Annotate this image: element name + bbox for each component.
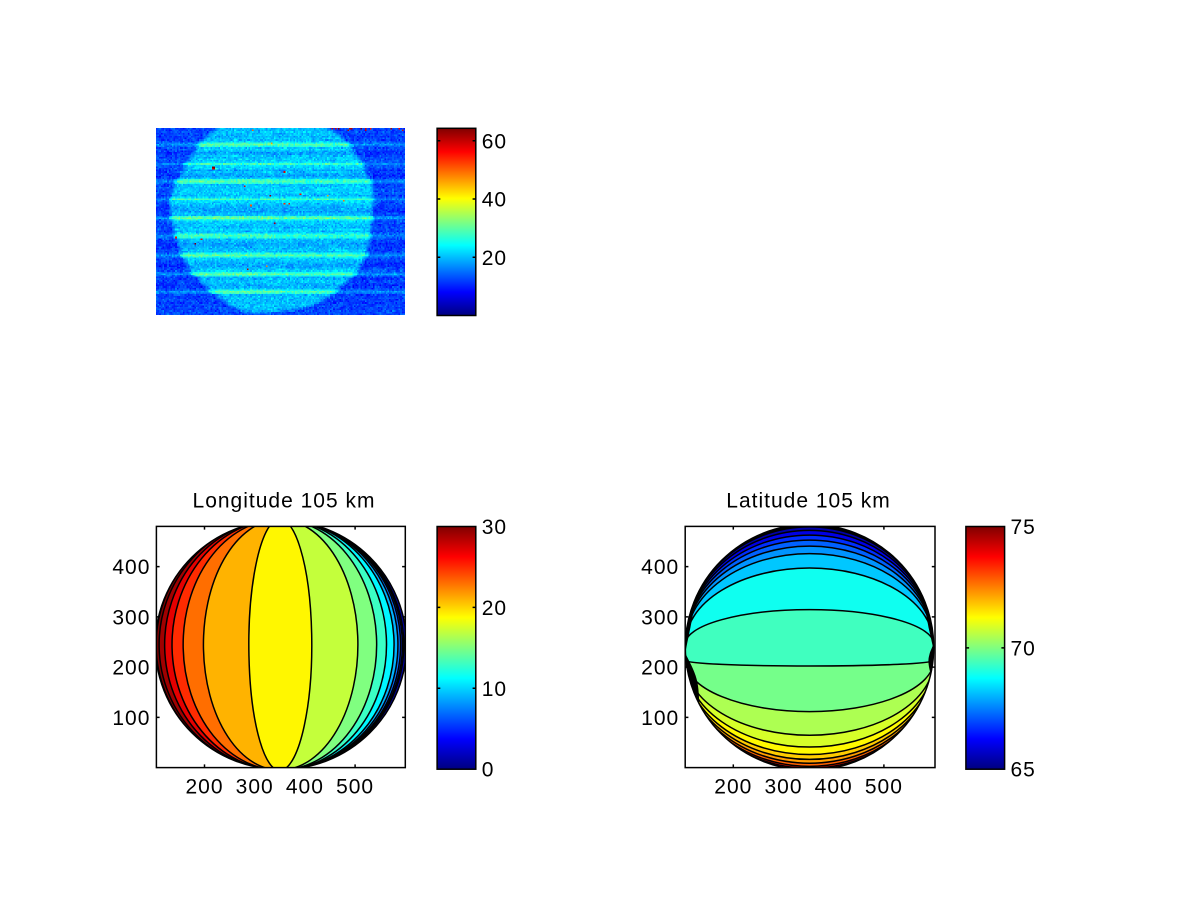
svg-text:30: 30 bbox=[482, 516, 507, 539]
svg-text:500: 500 bbox=[865, 776, 903, 799]
svg-text:Longitude 105 km: Longitude 105 km bbox=[193, 490, 376, 513]
svg-text:200: 200 bbox=[714, 776, 752, 799]
svg-text:100: 100 bbox=[641, 707, 679, 730]
svg-text:Latitude 105 km: Latitude 105 km bbox=[726, 490, 890, 513]
svg-text:70: 70 bbox=[1011, 637, 1036, 660]
svg-text:65: 65 bbox=[1011, 759, 1036, 782]
svg-text:10: 10 bbox=[482, 678, 507, 701]
svg-text:400: 400 bbox=[112, 556, 150, 579]
svg-text:300: 300 bbox=[236, 776, 274, 799]
svg-text:200: 200 bbox=[185, 776, 223, 799]
svg-text:200: 200 bbox=[112, 657, 150, 680]
svg-text:300: 300 bbox=[764, 776, 802, 799]
svg-text:300: 300 bbox=[641, 606, 679, 629]
svg-text:200: 200 bbox=[641, 657, 679, 680]
svg-text:60: 60 bbox=[482, 130, 507, 153]
svg-text:0: 0 bbox=[482, 759, 495, 782]
svg-text:75: 75 bbox=[1011, 516, 1036, 539]
svg-text:300: 300 bbox=[112, 606, 150, 629]
svg-text:20: 20 bbox=[482, 247, 507, 270]
svg-text:400: 400 bbox=[286, 776, 324, 799]
svg-text:400: 400 bbox=[641, 556, 679, 579]
svg-text:500: 500 bbox=[336, 776, 374, 799]
svg-text:400: 400 bbox=[815, 776, 853, 799]
svg-text:100: 100 bbox=[112, 707, 150, 730]
svg-text:20: 20 bbox=[482, 597, 507, 620]
svg-text:40: 40 bbox=[482, 189, 507, 212]
